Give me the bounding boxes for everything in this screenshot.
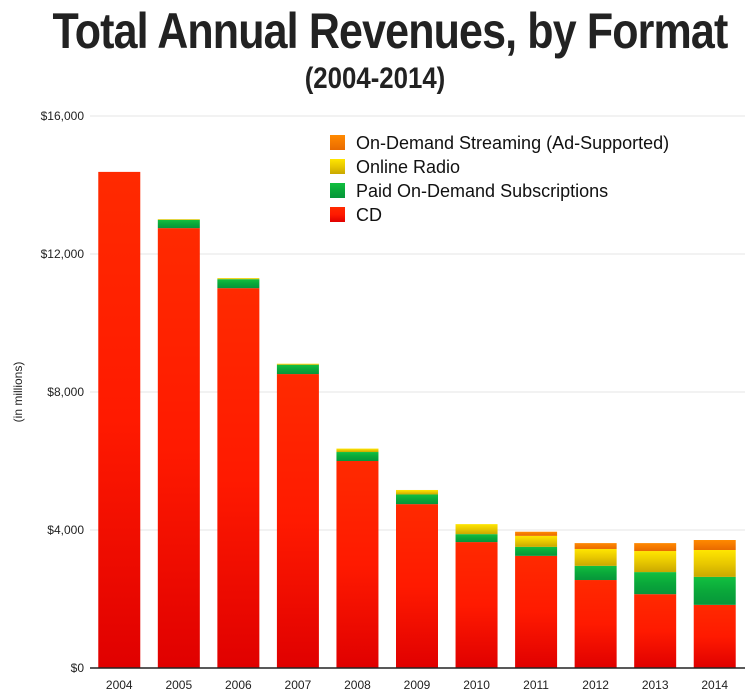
bar-on-demand-streaming-ad-supported--2013 — [634, 543, 677, 552]
x-tick-label: 2014 — [701, 678, 728, 692]
bar-paid-on-demand-subscriptions-2014 — [693, 576, 736, 605]
x-tick-label: 2013 — [642, 678, 669, 692]
legend-swatch — [330, 183, 345, 198]
x-tick-label: 2012 — [582, 678, 609, 692]
bar-online-radio-2005 — [157, 219, 200, 220]
bar-cd-2005 — [157, 228, 200, 668]
bar-cd-2013 — [634, 594, 677, 668]
bar-cd-2007 — [276, 374, 319, 668]
bar-online-radio-2011 — [515, 535, 558, 547]
bar-on-demand-streaming-ad-supported--2012 — [574, 543, 617, 549]
bar-cd-2011 — [515, 555, 558, 668]
bar-paid-on-demand-subscriptions-2009 — [396, 494, 438, 505]
bar-paid-on-demand-subscriptions-2013 — [634, 572, 677, 595]
x-tick-label: 2007 — [285, 678, 312, 692]
y-axis-label: (in millions) — [11, 362, 25, 423]
bar-cd-2012 — [574, 580, 617, 668]
bar-cd-2014 — [693, 604, 736, 668]
bar-paid-on-demand-subscriptions-2008 — [336, 452, 379, 461]
legend-swatch — [330, 159, 345, 174]
bar-paid-on-demand-subscriptions-2011 — [515, 546, 558, 556]
bar-cd-2010 — [455, 542, 498, 668]
chart-subtitle: (2004-2014) — [304, 62, 446, 95]
bar-online-radio-2007 — [276, 363, 319, 365]
bar-online-radio-2012 — [574, 548, 617, 566]
x-tick-label: 2009 — [404, 678, 431, 692]
bar-on-demand-streaming-ad-supported--2011 — [515, 531, 558, 536]
bar-online-radio-2008 — [336, 448, 379, 453]
bar-cd-2009 — [396, 504, 438, 668]
legend-label: Online Radio — [356, 157, 460, 177]
y-tick-label: $8,000 — [47, 385, 84, 399]
bar-cd-2008 — [336, 461, 379, 668]
bar-paid-on-demand-subscriptions-2006 — [217, 279, 260, 289]
legend-swatch — [330, 207, 345, 222]
x-tick-label: 2010 — [463, 678, 490, 692]
bar-online-radio-2010 — [455, 524, 498, 535]
y-tick-label: $12,000 — [41, 247, 85, 261]
bar-paid-on-demand-subscriptions-2007 — [276, 364, 319, 375]
bar-paid-on-demand-subscriptions-2010 — [455, 534, 498, 543]
bar-cd-2006 — [217, 288, 260, 668]
y-tick-label: $4,000 — [47, 523, 84, 537]
x-tick-label: 2008 — [344, 678, 371, 692]
legend-label: CD — [356, 205, 382, 225]
legend-label: Paid On-Demand Subscriptions — [356, 181, 608, 201]
x-tick-label: 2011 — [523, 678, 549, 692]
bar-online-radio-2014 — [693, 550, 736, 577]
bar-paid-on-demand-subscriptions-2012 — [574, 565, 617, 581]
bar-on-demand-streaming-ad-supported--2014 — [693, 540, 736, 551]
x-tick-label: 2006 — [225, 678, 252, 692]
x-tick-label: 2004 — [106, 678, 133, 692]
x-tick-label: 2005 — [165, 678, 192, 692]
legend-label: On-Demand Streaming (Ad-Supported) — [356, 133, 669, 153]
bar-online-radio-2013 — [634, 551, 677, 573]
bar-paid-on-demand-subscriptions-2005 — [157, 219, 200, 229]
bar-online-radio-2006 — [217, 278, 260, 280]
y-tick-label: $16,000 — [41, 109, 85, 123]
bar-cd-2004 — [98, 171, 141, 668]
bar-online-radio-2009 — [396, 489, 438, 495]
y-tick-label: $0 — [71, 661, 85, 675]
chart-title: Total Annual Revenues, by Format — [52, 3, 729, 59]
legend-swatch — [330, 135, 345, 150]
